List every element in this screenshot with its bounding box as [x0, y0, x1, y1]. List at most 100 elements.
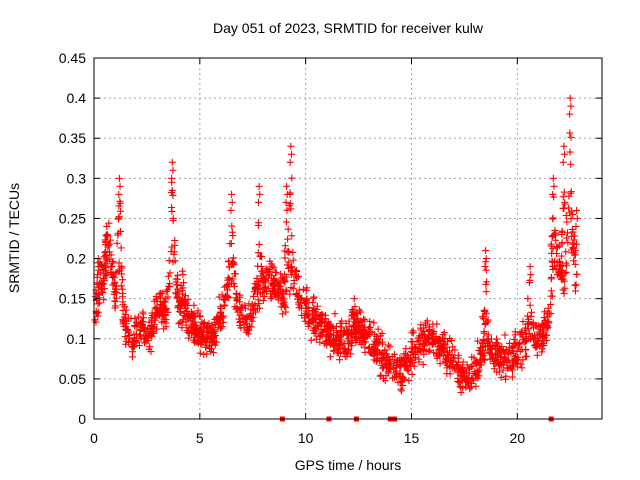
data-point	[98, 288, 106, 296]
data-point	[566, 94, 574, 102]
data-point	[484, 331, 492, 339]
data-point	[541, 308, 549, 316]
data-point	[327, 330, 335, 338]
data-point	[572, 240, 580, 248]
data-point	[249, 292, 257, 300]
data-point	[177, 308, 185, 316]
data-point	[454, 367, 462, 375]
data-point	[267, 260, 275, 268]
data-point	[303, 284, 311, 292]
data-point	[472, 382, 480, 390]
data-point	[114, 229, 122, 237]
data-point	[482, 309, 490, 317]
data-point	[513, 354, 521, 362]
data-point	[360, 334, 368, 342]
data-point	[501, 350, 509, 358]
data-point	[424, 338, 432, 346]
data-point	[398, 357, 406, 365]
data-point	[284, 225, 292, 233]
data-point	[372, 342, 380, 350]
data-point	[162, 316, 170, 324]
data-point	[358, 322, 366, 330]
data-point	[175, 288, 183, 296]
data-point	[481, 356, 489, 364]
data-point	[558, 240, 566, 248]
data-point	[484, 316, 492, 324]
data-point	[466, 364, 474, 372]
data-point	[323, 337, 331, 345]
data-point	[130, 343, 138, 351]
data-point	[288, 232, 296, 240]
data-point	[286, 158, 294, 166]
data-point	[98, 262, 106, 270]
data-point	[122, 337, 130, 345]
data-point	[562, 211, 570, 219]
data-point	[508, 373, 516, 381]
data-point	[481, 306, 489, 314]
data-point	[204, 334, 212, 342]
y-tick-label: 0.45	[59, 50, 86, 66]
data-point	[262, 283, 270, 291]
data-point	[111, 298, 119, 306]
data-point	[321, 322, 329, 330]
data-point	[465, 379, 473, 387]
data-point	[167, 189, 175, 197]
data-point	[212, 314, 220, 322]
data-point	[229, 232, 237, 240]
data-point	[278, 289, 286, 297]
data-point	[276, 279, 284, 287]
data-point	[467, 362, 475, 370]
data-point	[562, 259, 570, 267]
data-point	[307, 336, 315, 344]
data-point	[151, 304, 159, 312]
data-point	[282, 286, 290, 294]
data-point	[519, 318, 527, 326]
data-point	[285, 258, 293, 266]
data-point	[351, 334, 359, 342]
data-point	[256, 190, 264, 198]
data-point	[255, 300, 263, 308]
data-point	[402, 354, 410, 362]
data-point	[365, 344, 373, 352]
data-point	[196, 313, 204, 321]
data-point	[310, 329, 318, 337]
data-point	[524, 312, 532, 320]
data-point	[419, 360, 427, 368]
data-point	[481, 320, 489, 328]
data-point	[186, 329, 194, 337]
data-point	[317, 318, 325, 326]
data-point	[115, 213, 123, 221]
data-point	[203, 350, 211, 358]
data-point	[573, 270, 581, 278]
data-point	[346, 340, 354, 348]
data-point	[376, 348, 384, 356]
data-point	[549, 174, 557, 182]
data-point	[572, 222, 580, 230]
data-point	[480, 313, 488, 321]
data-point	[408, 329, 416, 337]
data-point	[568, 225, 576, 233]
data-point	[496, 347, 504, 355]
data-point	[350, 295, 358, 303]
data-point	[396, 369, 404, 377]
data-point	[225, 283, 233, 291]
data-point	[253, 275, 261, 283]
data-point	[139, 308, 147, 316]
data-point	[241, 304, 249, 312]
data-point	[416, 347, 424, 355]
data-point	[565, 204, 573, 212]
data-point	[203, 338, 211, 346]
data-points	[91, 94, 581, 396]
data-point	[528, 308, 536, 316]
data-point	[318, 332, 326, 340]
data-point	[277, 270, 285, 278]
data-point	[269, 287, 277, 295]
data-point	[130, 342, 138, 350]
data-point	[254, 296, 262, 304]
data-point	[558, 262, 566, 270]
data-point	[504, 364, 512, 372]
data-point	[171, 257, 179, 265]
data-point	[329, 324, 337, 332]
data-point	[434, 350, 442, 358]
data-point	[229, 275, 237, 283]
